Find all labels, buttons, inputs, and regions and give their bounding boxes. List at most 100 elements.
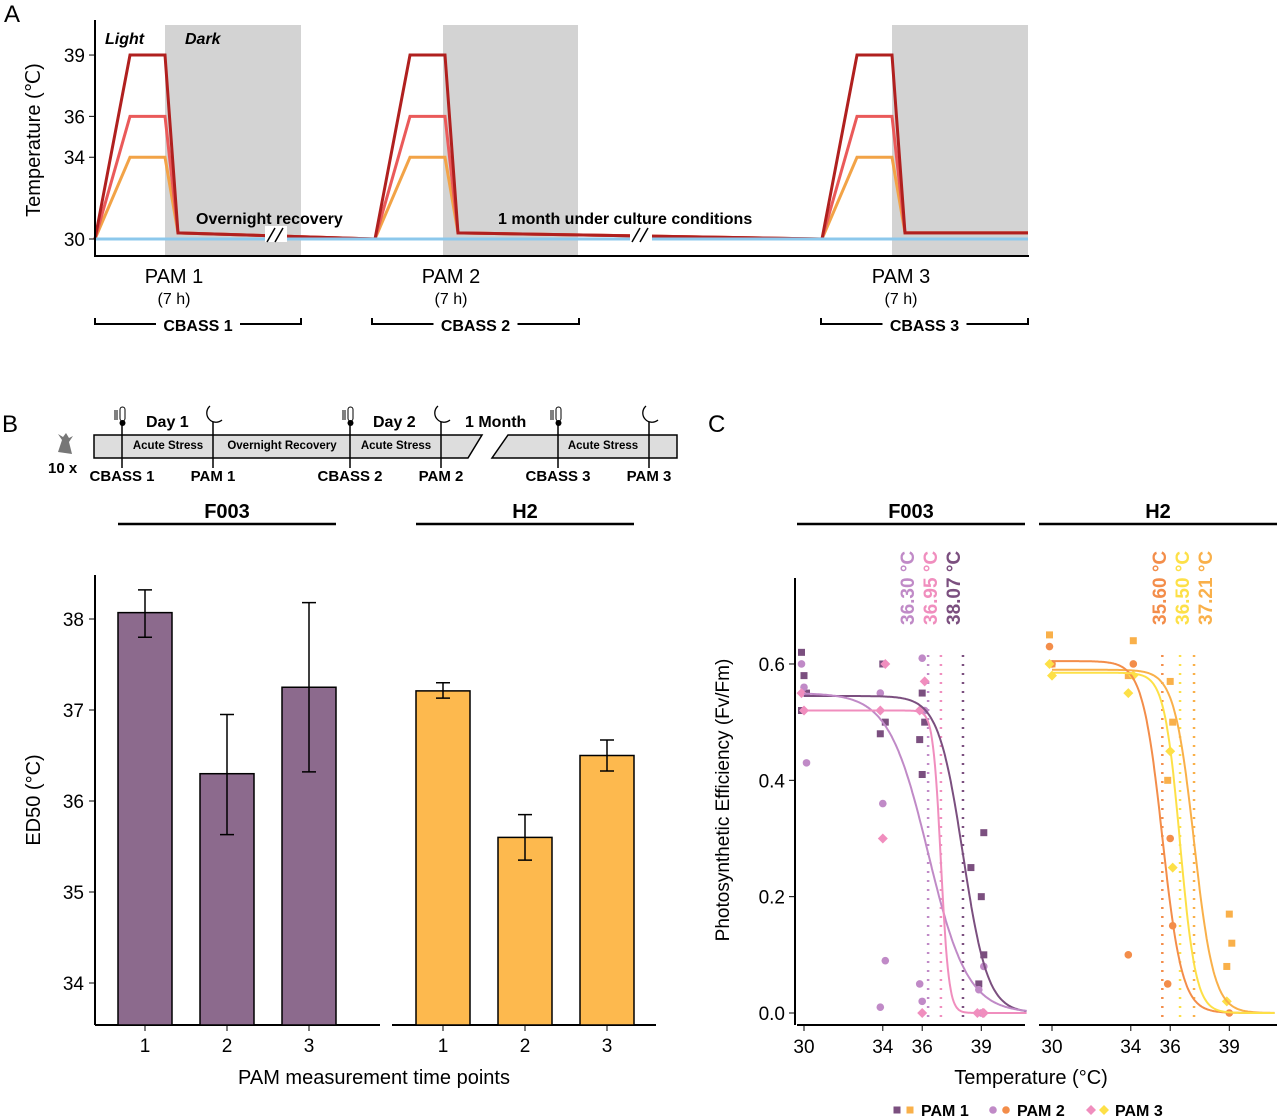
dark-period bbox=[165, 25, 301, 255]
thermometer-icon bbox=[347, 406, 354, 422]
moon-icon bbox=[206, 405, 223, 423]
data-point-circle bbox=[1163, 980, 1172, 988]
dark-period bbox=[443, 25, 578, 255]
data-point-circle bbox=[1129, 660, 1138, 668]
timeline-bar-2 bbox=[490, 434, 678, 459]
y-tick-label: 0.4 bbox=[759, 771, 786, 792]
panel-b-timeline: 10 x CBASS 1 PAM 1 CBASS 2 PAM 2 CBASS 3 PAM 3… bbox=[48, 405, 678, 485]
timeline-bar-1 bbox=[93, 434, 484, 459]
label-bg bbox=[882, 314, 967, 334]
axis-break-icon bbox=[266, 227, 284, 243]
arrows-icon bbox=[114, 410, 118, 420]
thermometer-bulb bbox=[347, 420, 354, 426]
data-point-circle bbox=[879, 799, 887, 808]
panel-b-bars: 34 35 36 37 38 ED50 (°C) F003 1 2 3 H2 1 2 3 PAM measu… bbox=[23, 501, 656, 1089]
data-point-square bbox=[967, 864, 975, 872]
data-point-circle bbox=[876, 1003, 885, 1011]
day-label: Day 2 bbox=[373, 414, 416, 431]
data-point-circle bbox=[989, 1106, 997, 1114]
facet-title: H2 bbox=[1145, 501, 1171, 523]
data-point-circle bbox=[1124, 951, 1133, 959]
y-tick-label: 34 bbox=[64, 148, 86, 169]
label-bg bbox=[156, 314, 240, 334]
bar bbox=[497, 836, 553, 1026]
fit-curve bbox=[804, 695, 1027, 1013]
data-point-square bbox=[916, 736, 924, 744]
timeline-marker-label: PAM 3 bbox=[627, 468, 672, 485]
panel-label-b: B bbox=[2, 411, 18, 438]
dark-label: Dark bbox=[185, 31, 222, 48]
annotation: Overnight recovery bbox=[196, 211, 343, 228]
thermometer-icon bbox=[119, 406, 126, 422]
data-point-square bbox=[918, 771, 926, 779]
data-point-diamond bbox=[877, 833, 888, 844]
data-point-square bbox=[798, 648, 805, 656]
panel-label-c: C bbox=[708, 411, 725, 438]
ed50-label: 35.60 °C bbox=[1150, 551, 1171, 625]
data-point-square bbox=[980, 951, 988, 959]
segment-label: Acute Stress bbox=[361, 440, 431, 452]
timeline-marker-label: PAM 1 bbox=[191, 468, 236, 485]
data-point-square bbox=[1223, 962, 1231, 970]
temp-profile-34 bbox=[93, 155, 1028, 241]
segment-label: Acute Stress bbox=[133, 440, 203, 452]
data-point-diamond bbox=[1167, 862, 1178, 873]
error-bar bbox=[518, 813, 532, 861]
cbass-label: CBASS 2 bbox=[441, 318, 510, 335]
data-point-diamond bbox=[1123, 688, 1134, 699]
fit-curve bbox=[804, 692, 1027, 1012]
x-tick-label: 34 bbox=[872, 1037, 894, 1058]
y-tick-label: 0.0 bbox=[759, 1004, 785, 1025]
x-tick-label: 36 bbox=[912, 1037, 933, 1058]
y-tick-label: 30 bbox=[64, 230, 85, 251]
x-tick-label: 30 bbox=[1041, 1037, 1062, 1058]
count-label: 10 x bbox=[48, 460, 78, 477]
pam-label: PAM 1 bbox=[145, 266, 204, 288]
x-tick-label: 3 bbox=[304, 1036, 315, 1057]
data-point-circle bbox=[876, 689, 885, 697]
fit-curve bbox=[1052, 671, 1275, 1014]
y-tick-label: 34 bbox=[63, 974, 85, 995]
error-bar bbox=[220, 713, 234, 836]
data-point-square bbox=[800, 672, 808, 680]
bar bbox=[117, 611, 173, 1026]
arrows-icon bbox=[550, 410, 554, 420]
error-bar bbox=[302, 601, 316, 773]
data-point-diamond bbox=[880, 658, 891, 669]
x-tick-label: 39 bbox=[971, 1037, 992, 1058]
data-point-square bbox=[1046, 631, 1053, 639]
y-tick-label: 36 bbox=[63, 792, 84, 813]
timeline-marker-label: PAM 2 bbox=[419, 468, 464, 485]
thermometer-bulb bbox=[119, 420, 126, 426]
data-point-square bbox=[980, 829, 988, 837]
data-point-square bbox=[876, 730, 884, 738]
x-axis-label: Temperature (°C) bbox=[954, 1067, 1108, 1089]
pam-label: PAM 3 bbox=[872, 266, 931, 288]
y-tick-label: 38 bbox=[63, 610, 84, 631]
timeline-marker-label: CBASS 3 bbox=[525, 468, 590, 485]
segment-label: Acute Stress bbox=[568, 440, 638, 452]
y-tick-label: 36 bbox=[64, 107, 85, 128]
panel-a: Light Dark Overnight recovery 1 month under… bbox=[23, 20, 1029, 335]
arrows-icon bbox=[342, 410, 346, 420]
timeline-marker-label: CBASS 1 bbox=[89, 468, 154, 485]
ed50-label: 38.07 °C bbox=[944, 551, 965, 625]
data-point-square bbox=[881, 718, 889, 726]
cbass-label: CBASS 1 bbox=[163, 318, 232, 335]
data-point-circle bbox=[1045, 642, 1054, 651]
data-point-square bbox=[1164, 776, 1172, 784]
y-tick-label: 0.6 bbox=[759, 655, 785, 676]
coral-icon bbox=[58, 433, 73, 454]
y-axis-label: ED50 (°C) bbox=[23, 754, 45, 845]
light-label: Light bbox=[105, 31, 145, 48]
data-point-square bbox=[918, 689, 926, 697]
legend-label: PAM 3 bbox=[1115, 1103, 1163, 1120]
segment-label: Overnight Recovery bbox=[227, 440, 337, 452]
data-point-circle bbox=[1166, 834, 1174, 843]
data-point-square bbox=[1225, 910, 1233, 918]
x-tick-label: 34 bbox=[1120, 1037, 1142, 1058]
thermometer-icon bbox=[555, 406, 562, 422]
data-point-square bbox=[1228, 939, 1236, 947]
temp-profile-36 bbox=[93, 114, 1028, 241]
data-point-circle bbox=[881, 956, 890, 965]
